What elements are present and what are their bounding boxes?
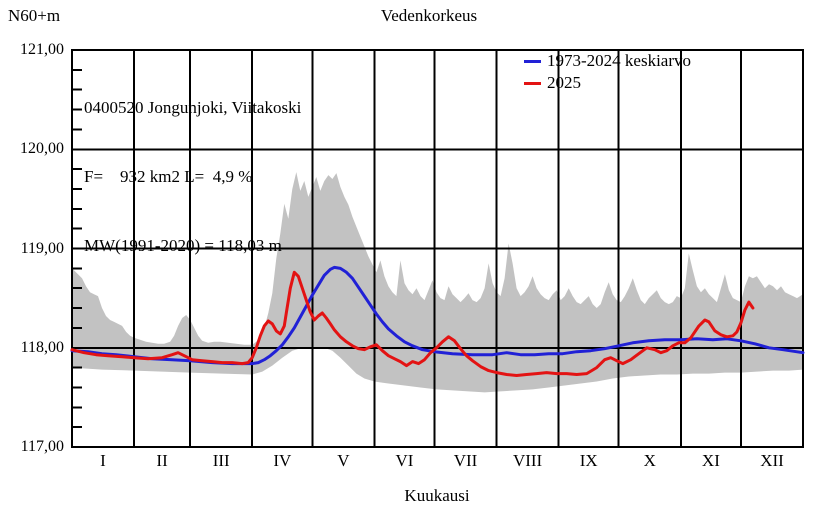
y-tick-label-118,00: 118,00 [20,338,64,356]
y-tick-label-117,00: 117,00 [20,438,64,455]
plot-frame [70,48,805,449]
historical-range-band [72,172,803,393]
legend-label-2025: 2025 [547,73,581,92]
station-info-line-1: 0400520 Jongunjoki, Viitakoski [84,98,302,117]
month-label-VIII: VIII [512,451,543,470]
month-label-VII: VII [453,451,478,470]
legend-label-mean: 1973-2024 keskiarvo [547,51,692,70]
chart-title: Vedenkorkeus [380,6,478,25]
legend-item-mean: 1973-2024 keskiarvo [524,50,691,72]
station-info-line-2: F= 932 km2 L= 4,9 % [84,167,253,186]
month-label-IV: IV [273,451,292,470]
month-label-IX: IX [579,451,598,470]
line-2025 [70,270,755,377]
station-info: 0400520 Jongunjoki, Viitakoski F= 932 km… [84,50,301,303]
x-axis-label: Kuukausi [404,486,470,505]
mean-line-swatch-icon [524,59,541,63]
month-label-XII: XII [760,451,784,470]
month-label-VI: VI [395,451,414,470]
month-label-III: III [212,451,230,470]
station-info-line-3: MW(1991-2020) = 118,03 m [84,236,282,255]
y-tick-label-119,00: 119,00 [20,239,64,257]
month-label-XI: XI [701,451,720,470]
legend: 1973-2024 keskiarvo 2025 [524,50,691,94]
month-label-II: II [156,451,168,470]
legend-item-2025: 2025 [524,72,691,94]
month-label-I: I [100,451,106,470]
month-label-X: X [643,451,656,470]
y-axis-unit-label: N60+m [8,6,61,25]
y-tick-label-121,00: 121,00 [20,41,64,58]
year-line-swatch-icon [524,81,541,85]
mean-line-1973-2024 [70,265,805,366]
month-label-V: V [337,451,350,470]
y-tick-label-120,00: 120,00 [20,140,64,158]
